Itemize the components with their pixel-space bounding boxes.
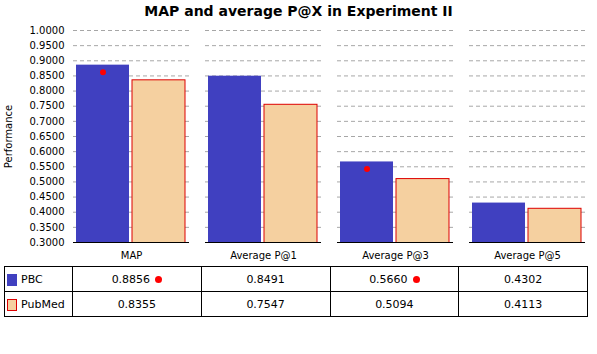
html-text:0.8355: 0.8355 bbox=[117, 297, 157, 311]
html-text:MAP and average P@X in Experim: MAP and average P@X in Experiment II bbox=[144, 3, 453, 19]
html-text:PBC: PBC bbox=[21, 272, 43, 286]
svg-text:0.3500: 0.3500 bbox=[30, 222, 65, 233]
svg-text:0.6500: 0.6500 bbox=[30, 131, 65, 142]
svg-text:MAP: MAP bbox=[121, 250, 143, 261]
html-text:0.7547: 0.7547 bbox=[246, 297, 285, 311]
svg-text:0.6000: 0.6000 bbox=[30, 146, 65, 157]
html-text:0.8856: 0.8856 bbox=[111, 272, 151, 286]
html-text:0.8491: 0.8491 bbox=[246, 272, 285, 286]
svg-text:0.9000: 0.9000 bbox=[30, 55, 65, 66]
svg-text:0.5500: 0.5500 bbox=[30, 161, 65, 172]
svg-text:Performance: Performance bbox=[3, 105, 14, 168]
svg-text:0.8000: 0.8000 bbox=[30, 85, 65, 96]
svg-text:Average P@1: Average P@1 bbox=[230, 250, 297, 261]
svg-text:0.5000: 0.5000 bbox=[30, 176, 65, 187]
html-text:0.4302: 0.4302 bbox=[503, 272, 543, 286]
svg-text:0.9500: 0.9500 bbox=[30, 40, 65, 51]
html-text:PubMed: PubMed bbox=[21, 297, 65, 311]
html-text:0.5660: 0.5660 bbox=[369, 272, 408, 286]
svg-text:0.3000: 0.3000 bbox=[30, 237, 65, 248]
html-text:0.4113: 0.4113 bbox=[503, 297, 543, 311]
svg-text:Average P@3: Average P@3 bbox=[362, 250, 429, 261]
svg-text:0.7500: 0.7500 bbox=[30, 100, 65, 111]
svg-text:0.4000: 0.4000 bbox=[30, 206, 65, 217]
svg-text:0.4500: 0.4500 bbox=[30, 191, 65, 202]
svg-text:Average P@5: Average P@5 bbox=[494, 250, 561, 261]
svg-text:1.0000: 1.0000 bbox=[30, 25, 65, 36]
html-text:0.5094: 0.5094 bbox=[375, 297, 414, 311]
svg-text:0.8500: 0.8500 bbox=[30, 70, 65, 81]
svg-text:0.7000: 0.7000 bbox=[30, 116, 65, 127]
